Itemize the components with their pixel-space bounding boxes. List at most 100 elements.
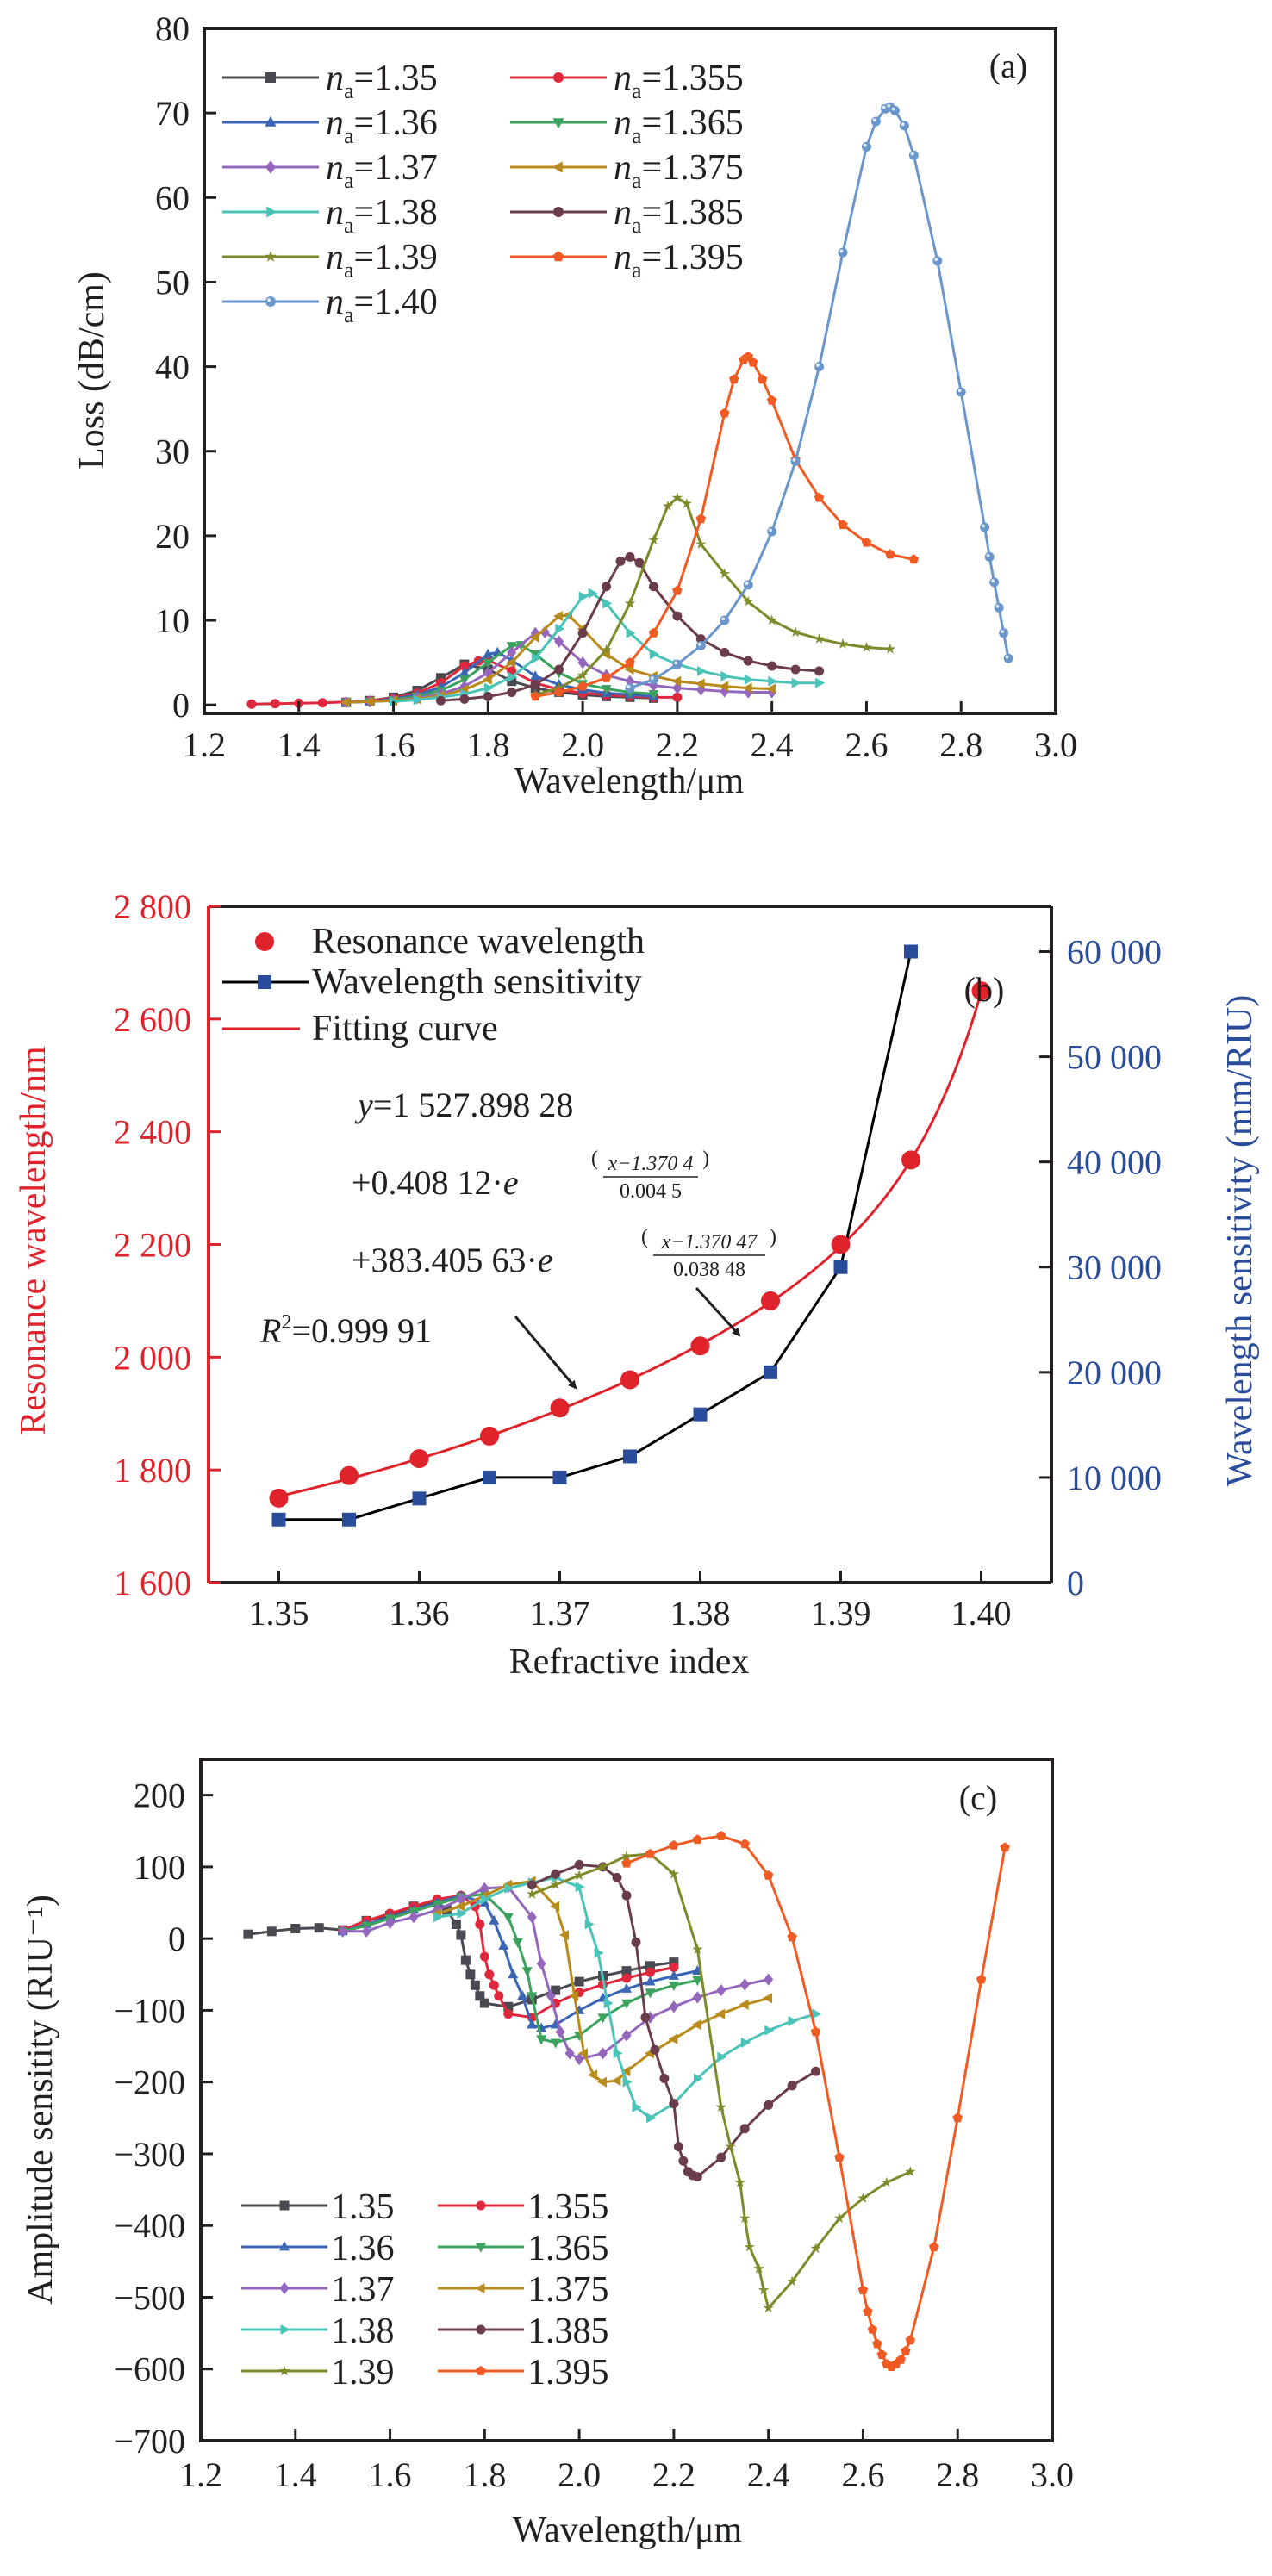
legend-label: na=1.36 bbox=[326, 103, 438, 148]
data-point bbox=[717, 2051, 727, 2063]
data-point bbox=[764, 2025, 775, 2036]
y-tick-label: 0 bbox=[168, 1920, 185, 1958]
data-point bbox=[290, 1924, 301, 1934]
legend-label: na=1.395 bbox=[614, 238, 744, 283]
data-point bbox=[645, 1976, 656, 1986]
data-point bbox=[696, 665, 707, 676]
data-point bbox=[814, 666, 825, 676]
data-point bbox=[507, 646, 517, 659]
y-left-tick-label: 2 400 bbox=[114, 1113, 191, 1152]
data-point bbox=[620, 1982, 633, 1993]
data-point bbox=[529, 632, 539, 643]
panel-c-xlabel: Wavelength/μm bbox=[513, 2511, 743, 2550]
data-point bbox=[810, 2243, 821, 2254]
data-point bbox=[602, 582, 612, 592]
data-point bbox=[459, 661, 470, 671]
x-tick-label: 3.0 bbox=[1034, 725, 1077, 764]
data-point bbox=[744, 2241, 755, 2252]
data-point bbox=[720, 615, 730, 625]
data-point bbox=[720, 670, 731, 681]
series-line bbox=[626, 1834, 1007, 2368]
x-tick-label: 1.4 bbox=[274, 2455, 317, 2494]
y-left-tick-label: 1 600 bbox=[114, 1564, 191, 1602]
y-right-tick-label: 40 000 bbox=[1067, 1143, 1162, 1182]
data-point bbox=[527, 1911, 537, 1924]
data-point bbox=[612, 1872, 622, 1882]
data-point bbox=[692, 1834, 703, 1845]
legend-label: na=1.40 bbox=[326, 283, 438, 327]
data-point bbox=[716, 2152, 726, 2162]
series-1_37 bbox=[338, 1881, 774, 2066]
data-point-highlight bbox=[650, 676, 654, 681]
panel-c-tag: (c) bbox=[959, 1778, 997, 1817]
data-point bbox=[739, 2212, 751, 2224]
data-point bbox=[550, 1901, 560, 1912]
data-point bbox=[508, 1969, 519, 1979]
data-point bbox=[483, 648, 494, 658]
data-point bbox=[507, 687, 517, 697]
data-point bbox=[521, 1967, 533, 1977]
data-point bbox=[884, 643, 896, 654]
sensitivity-point bbox=[693, 1407, 708, 1422]
data-point bbox=[574, 1859, 584, 1870]
data-point-highlight bbox=[839, 249, 844, 253]
data-point bbox=[624, 597, 636, 608]
data-point bbox=[574, 2052, 584, 2066]
y-right-tick-label: 60 000 bbox=[1067, 932, 1162, 971]
data-point bbox=[550, 2038, 561, 2049]
equation-line-3-paren-open: ( bbox=[641, 1226, 648, 1248]
sensitivity-point bbox=[412, 1491, 427, 1506]
x-tick-label: 3.0 bbox=[1031, 2455, 1074, 2494]
data-point bbox=[764, 1973, 774, 1986]
legend-item: na=1.35 bbox=[222, 59, 438, 103]
resonance-point bbox=[831, 1235, 851, 1254]
data-point bbox=[885, 549, 895, 559]
data-point bbox=[361, 1925, 371, 1938]
data-point bbox=[1003, 653, 1013, 663]
panel-c-amplitude-chart: 1.2 1.4 1.6 1.8 2.0 2.2 2.4 2.6 2.8 3.0 −700 −600 −5… bbox=[21, 1758, 1074, 2550]
panel-a-loss-chart: 1.2 1.4 1.6 1.8 2.0 2.2 2.4 2.6 2.8 3.0 0 10 20 30 40 5… bbox=[72, 9, 1077, 801]
data-point bbox=[451, 1920, 461, 1930]
data-point bbox=[433, 1912, 444, 1923]
y-left-tick-label: 2 600 bbox=[114, 1000, 191, 1039]
data-point bbox=[899, 121, 909, 131]
data-point bbox=[601, 685, 612, 695]
y-left-tick-label: 2 200 bbox=[114, 1226, 191, 1265]
data-point bbox=[739, 1999, 749, 2010]
data-point bbox=[456, 1893, 466, 1906]
data-point bbox=[646, 2112, 657, 2124]
data-point bbox=[584, 1919, 595, 1930]
data-point bbox=[603, 1998, 614, 2009]
data-point bbox=[601, 644, 612, 655]
data-point-highlight bbox=[995, 604, 1000, 608]
data-point bbox=[791, 677, 801, 688]
legend-item: na=1.39 bbox=[222, 238, 438, 283]
data-point bbox=[465, 1969, 476, 1980]
x-tick-label: 1.37 bbox=[530, 1594, 590, 1633]
legend-item: na=1.395 bbox=[510, 238, 744, 283]
equation-line-3-denominator: 0.038 48 bbox=[673, 1259, 745, 1281]
legend-item: 1.36 bbox=[241, 2229, 395, 2268]
data-point-highlight bbox=[891, 107, 895, 111]
data-point bbox=[622, 2076, 633, 2088]
legend-label: na=1.365 bbox=[614, 103, 744, 148]
data-point bbox=[908, 150, 919, 160]
legend-label-sensitivity: Wavelength sensitivity bbox=[312, 962, 642, 1002]
data-point bbox=[668, 2033, 678, 2044]
data-point bbox=[716, 1831, 726, 1840]
legend-marker bbox=[552, 161, 563, 173]
data-point bbox=[905, 2335, 916, 2345]
data-point bbox=[720, 647, 730, 657]
data-point bbox=[498, 1939, 509, 1950]
sensitivity-point bbox=[623, 1449, 637, 1464]
data-point bbox=[956, 387, 966, 397]
data-point bbox=[763, 1870, 774, 1880]
legend-marker bbox=[278, 2241, 290, 2251]
legend-marker bbox=[553, 72, 564, 83]
data-point bbox=[613, 2048, 623, 2059]
data-point bbox=[569, 1990, 579, 2001]
legend-item: 1.385 bbox=[438, 2312, 609, 2351]
data-point bbox=[766, 395, 777, 405]
data-point bbox=[764, 2100, 774, 2110]
data-point bbox=[740, 2037, 751, 2048]
